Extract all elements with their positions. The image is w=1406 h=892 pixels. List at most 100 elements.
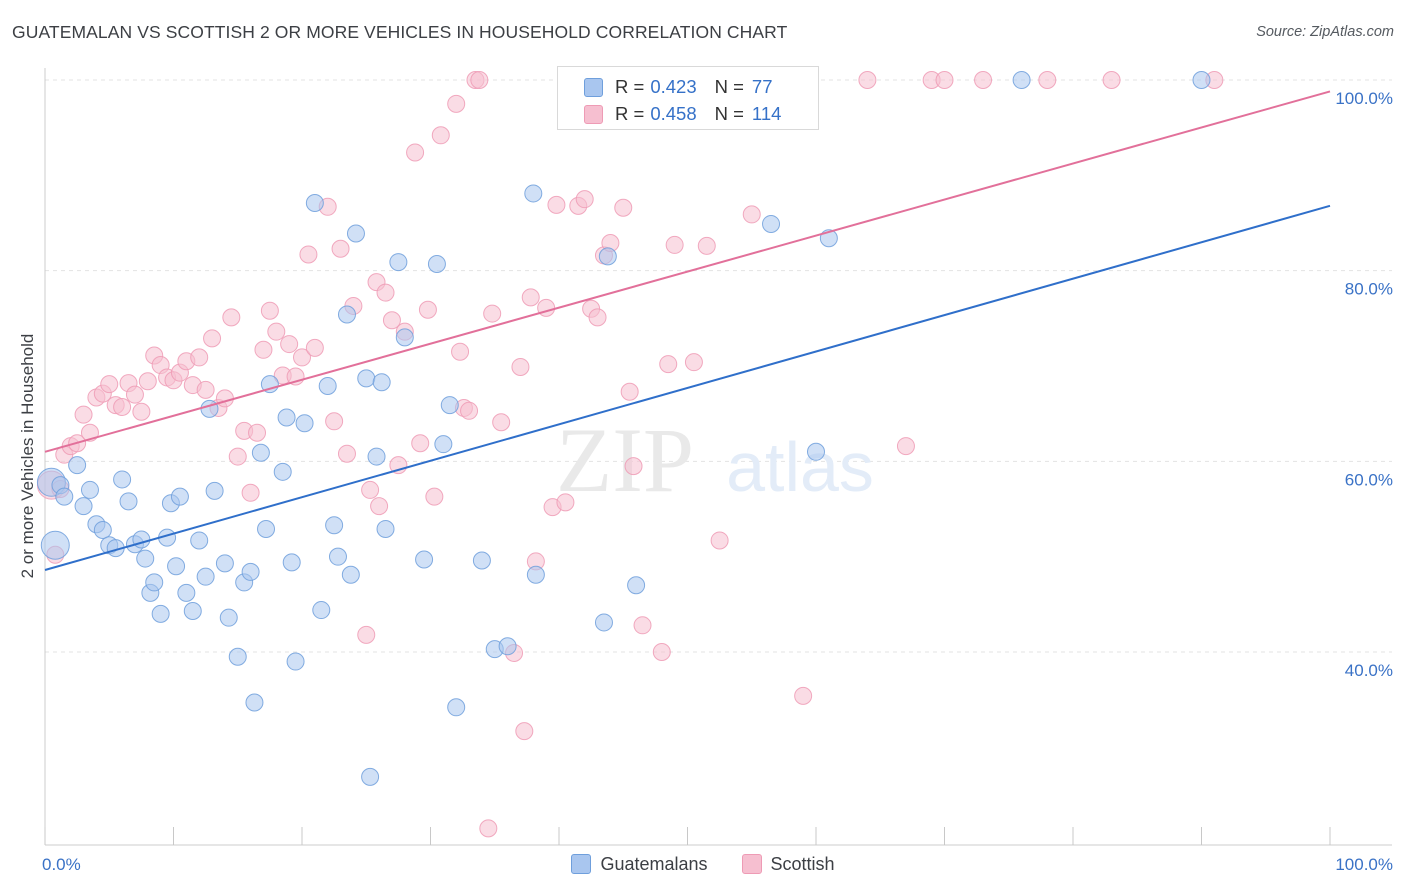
guatemalan-point	[145, 573, 164, 592]
guatemalan-point	[40, 530, 70, 560]
scottish-point	[305, 338, 324, 357]
scottish-point	[515, 722, 534, 741]
r-value: 0.423	[650, 76, 697, 97]
guatemalan-point	[113, 470, 132, 489]
scottish-point	[620, 382, 639, 401]
guatemalan-point	[177, 583, 196, 602]
data-points	[36, 71, 1224, 838]
r-label: R =	[615, 103, 645, 124]
scottish-point	[100, 375, 119, 394]
guatemalan-point	[312, 601, 331, 620]
scottish-point	[483, 304, 502, 323]
guatemalan-point	[215, 554, 234, 573]
scottish-point	[299, 245, 318, 264]
guatemalan-point	[132, 530, 151, 549]
scottish-point	[260, 301, 279, 320]
y-tick-label: 60.0%	[1345, 470, 1393, 489]
scottish-point	[447, 94, 466, 113]
guatemalan-point	[55, 487, 74, 506]
guatemalan-point	[318, 377, 337, 396]
axis-labels: 40.0% 60.0% 80.0% 100.0% 0.0% 100.0% 2 or more…	[18, 89, 1393, 874]
scottish-point	[361, 480, 380, 499]
source-credit: Source: ZipAtlas.com	[1256, 24, 1394, 40]
scottish-point	[254, 340, 273, 359]
guatemalan-point	[282, 553, 301, 572]
scottish-point	[248, 423, 267, 442]
y-tick-label: 40.0%	[1345, 661, 1393, 680]
guatemalan-point	[219, 608, 238, 627]
scottish-point	[370, 497, 389, 516]
guatemalan-point	[136, 549, 155, 568]
scottish-point	[190, 348, 209, 367]
scottish-point	[742, 205, 761, 224]
guatemalan-point	[325, 516, 344, 535]
guatemalan-point	[337, 305, 356, 324]
scottish-point	[1038, 71, 1057, 89]
scottish-point	[113, 397, 132, 416]
guatemalan-point	[627, 576, 646, 595]
legend: Guatemalans Scottish	[0, 850, 1406, 878]
guatemalan-point	[68, 456, 87, 475]
scottish-legend-swatch	[741, 854, 762, 874]
guatemalan-point	[119, 492, 138, 511]
scottish-point	[241, 483, 260, 502]
scottish-point	[451, 342, 470, 361]
guatemalan-point	[205, 481, 224, 500]
guatemalan-point	[807, 442, 825, 461]
guatemalans-trend-line	[44, 204, 1331, 571]
guatemalan-point	[440, 396, 459, 415]
legend-item-scottish[interactable]: Scottish	[741, 854, 835, 875]
scottish-point	[331, 239, 350, 258]
legend-label: Guatemalans	[600, 853, 708, 874]
stats-legend: R = 0.423 N = 77 R = 0.458 N = 114	[557, 66, 819, 130]
scottish-point	[614, 198, 633, 217]
guatemalan-point	[151, 604, 170, 623]
scottish-point	[74, 405, 93, 424]
guatemalan-point	[526, 565, 545, 584]
scottish-point	[337, 444, 356, 463]
scottish-point	[858, 71, 877, 89]
guatemalan-point	[257, 520, 276, 539]
guatemalan-point	[305, 193, 324, 212]
scottish-point	[431, 126, 450, 145]
r-value: 0.458	[650, 103, 697, 124]
guatemalan-point	[328, 547, 347, 566]
guatemalan-point	[74, 497, 93, 516]
guatemalan-point	[376, 520, 395, 539]
scottish-point	[575, 190, 594, 209]
axes	[44, 68, 1392, 846]
guatemalan-point	[415, 550, 434, 569]
scottish-point	[556, 493, 575, 512]
guatemalan-point	[1012, 71, 1031, 89]
guatemalan-point	[346, 224, 365, 243]
guatemalan-point	[427, 254, 446, 273]
guatemalan-point	[228, 647, 247, 666]
scottish-point	[470, 71, 489, 89]
scottish-point	[794, 686, 813, 705]
guatemalan-point	[524, 184, 543, 203]
guatemalan-point	[434, 435, 453, 454]
guatemalan-point	[196, 567, 215, 586]
guatemalan-point	[167, 557, 186, 576]
scottish-point	[697, 236, 716, 255]
scottish-point	[425, 487, 444, 506]
scottish-point	[479, 819, 498, 838]
scottish-point	[547, 195, 566, 214]
x-tick-label-min: 0.0%	[42, 855, 81, 874]
legend-item-guatemalans[interactable]: Guatemalans	[571, 853, 708, 875]
guatemalan-point	[170, 487, 189, 506]
scottish-point	[215, 389, 234, 408]
scottish-trend-line	[44, 90, 1331, 453]
guatemalan-point	[372, 373, 391, 392]
guatemalan-point	[357, 369, 376, 388]
y-tick-label: 100.0%	[1335, 89, 1393, 108]
scottish-point	[411, 434, 430, 453]
scottish-point	[659, 355, 678, 374]
n-label: N =	[714, 76, 744, 97]
guatemalan-point	[498, 637, 517, 656]
guatemalan-point	[361, 767, 380, 786]
scottish-point	[267, 322, 286, 341]
scottish-point	[710, 531, 729, 550]
scottish-point	[418, 300, 437, 319]
guatemalan-point	[594, 613, 613, 632]
